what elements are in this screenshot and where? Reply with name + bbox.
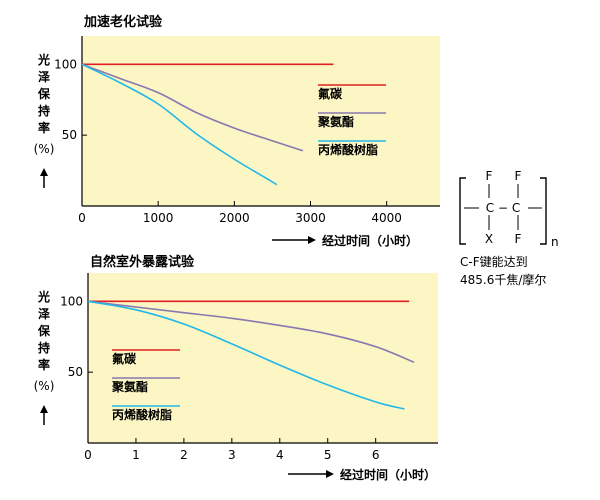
x-tick-label: 2000 [219, 211, 250, 225]
x-axis-label: 经过时间（小时） [322, 233, 418, 248]
atom-bottom-right: F [515, 232, 522, 246]
x-tick-label: 6 [372, 448, 380, 462]
y-axis-label-char: 保 [37, 86, 51, 101]
y-axis-label-char: 光 [37, 52, 50, 67]
y-axis-label-char: 泽 [38, 70, 50, 84]
y-axis-label-char: 保 [37, 323, 51, 338]
y-axis-arrowhead [40, 168, 48, 176]
legend-label: 聚氨酯 [317, 114, 354, 129]
y-axis-label-char: 持 [38, 103, 50, 118]
legend-label: 聚氨酯 [111, 379, 148, 394]
y-tick-label: 100 [54, 57, 77, 71]
x-tick-label: 0 [78, 211, 86, 225]
y-axis-label-char: 持 [38, 340, 50, 355]
y-axis-label-char: (%) [34, 142, 55, 156]
series-line-3 [87, 300, 405, 410]
x-tick-label: 5 [324, 448, 332, 462]
repeat-subscript: n [551, 235, 559, 249]
series-line-2 [87, 300, 415, 363]
atom-top-left: F [486, 169, 493, 183]
series-line-3 [81, 63, 278, 186]
backbone: C − C [486, 201, 520, 215]
x-tick-label: 2 [180, 448, 188, 462]
y-tick-label: 100 [60, 294, 83, 308]
y-tick-label: 50 [68, 365, 83, 379]
y-axis-label-char: 率 [38, 120, 50, 135]
legend-label: 丙烯酸树脂 [318, 142, 378, 157]
x-tick-label: 3 [228, 448, 236, 462]
x-axis-arrowhead [326, 470, 334, 478]
y-axis-label-char: 泽 [38, 307, 50, 321]
x-tick-label: 4000 [371, 211, 402, 225]
y-axis-label-char: 率 [38, 357, 50, 372]
x-axis-label: 经过时间（小时） [340, 467, 436, 482]
chart-title: 自然室外暴露试验 [90, 254, 195, 270]
legend-label: 氟碳 [318, 86, 343, 101]
bond-energy-caption-line1: C-F键能达到 [460, 255, 528, 269]
x-tick-label: 0 [84, 448, 92, 462]
x-tick-label: 3000 [295, 211, 326, 225]
atom-top-right: F [515, 169, 522, 183]
chart-title: 加速老化试验 [83, 14, 163, 30]
x-tick-label: 1000 [143, 211, 174, 225]
left-bracket [459, 177, 466, 245]
plot-area [82, 36, 440, 206]
bond-energy-caption-line2: 485.6千焦/摩尔 [460, 272, 546, 287]
atom-bottom-left: X [485, 232, 493, 246]
series-line-2 [81, 63, 304, 152]
x-tick-label: 1 [132, 448, 140, 462]
y-axis-arrowhead [40, 405, 48, 413]
x-tick-label: 4 [276, 448, 284, 462]
y-axis-label-char: 光 [37, 289, 50, 304]
legend-label: 氟碳 [112, 351, 137, 366]
y-tick-label: 50 [62, 128, 77, 142]
legend-label: 丙烯酸树脂 [112, 407, 172, 422]
y-axis-label-char: (%) [34, 379, 55, 393]
x-axis-arrowhead [308, 236, 316, 244]
right-bracket [540, 177, 547, 245]
